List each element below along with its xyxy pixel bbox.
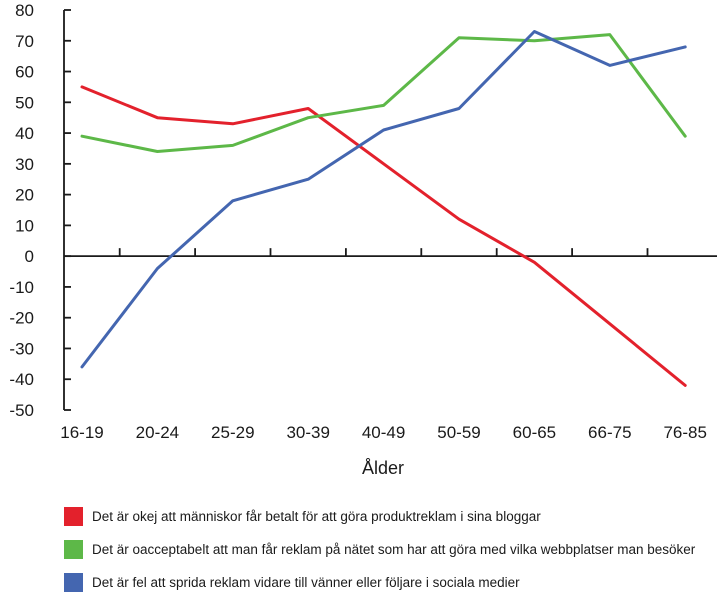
y-tick-label: -30: [9, 339, 34, 358]
y-tick-label: 0: [25, 247, 34, 266]
series-lines: [80, 30, 687, 387]
line-chart: 80 70 60 50 40 30 20 10 0 -10 -20 -30 -40 -50 16-19 20…: [9, 1, 717, 478]
y-tick-label: -40: [9, 370, 34, 389]
y-tick-label: 10: [15, 216, 34, 235]
legend-label: Det är oacceptabelt att man får reklam p…: [92, 542, 696, 557]
legend-item: Det är okej att människor får betalt för…: [64, 506, 714, 527]
legend-swatch-red: [64, 507, 83, 526]
y-tick-label: 30: [15, 155, 34, 174]
axes: [63, 10, 717, 410]
x-tick-label: 66-75: [588, 423, 631, 442]
x-tick-label: 16-19: [60, 423, 103, 442]
legend: Det är okej att människor får betalt för…: [64, 506, 714, 605]
y-tick-label: 50: [15, 93, 34, 112]
x-tick-label: 40-49: [362, 423, 405, 442]
y-tick-label: -20: [9, 309, 34, 328]
x-tick-label: 25-29: [211, 423, 254, 442]
x-tick-label: 50-59: [437, 423, 480, 442]
y-tick-label: -50: [9, 401, 34, 420]
y-tick-label: 20: [15, 186, 34, 205]
y-tick-label: -10: [9, 278, 34, 297]
series-line-1: [80, 33, 687, 153]
x-tick-label: 20-24: [136, 423, 179, 442]
x-axis-title: Ålder: [362, 458, 404, 478]
legend-item: Det är oacceptabelt att man får reklam p…: [64, 539, 714, 560]
x-tick-label: 60-65: [513, 423, 556, 442]
legend-swatch-blue: [64, 573, 83, 592]
series-line-0: [80, 85, 687, 387]
x-tick-label: 30-39: [286, 423, 329, 442]
x-tick-label: 76-85: [663, 423, 706, 442]
legend-label: Det är okej att människor får betalt för…: [92, 509, 541, 524]
y-tick-label: 70: [15, 32, 34, 51]
y-ticks: 80 70 60 50 40 30 20 10 0 -10 -20 -30 -40 -50: [9, 1, 71, 420]
y-tick-label: 40: [15, 124, 34, 143]
x-ticks: 16-19 20-24 25-29 30-39 40-49 50-59 60-65 66-75…: [60, 248, 707, 442]
y-tick-label: 80: [15, 1, 34, 20]
legend-swatch-green: [64, 540, 83, 559]
legend-label: Det är fel att sprida reklam vidare till…: [92, 575, 520, 590]
y-tick-label: 60: [15, 63, 34, 82]
series-line-2: [80, 30, 687, 369]
legend-item: Det är fel att sprida reklam vidare till…: [64, 572, 714, 593]
